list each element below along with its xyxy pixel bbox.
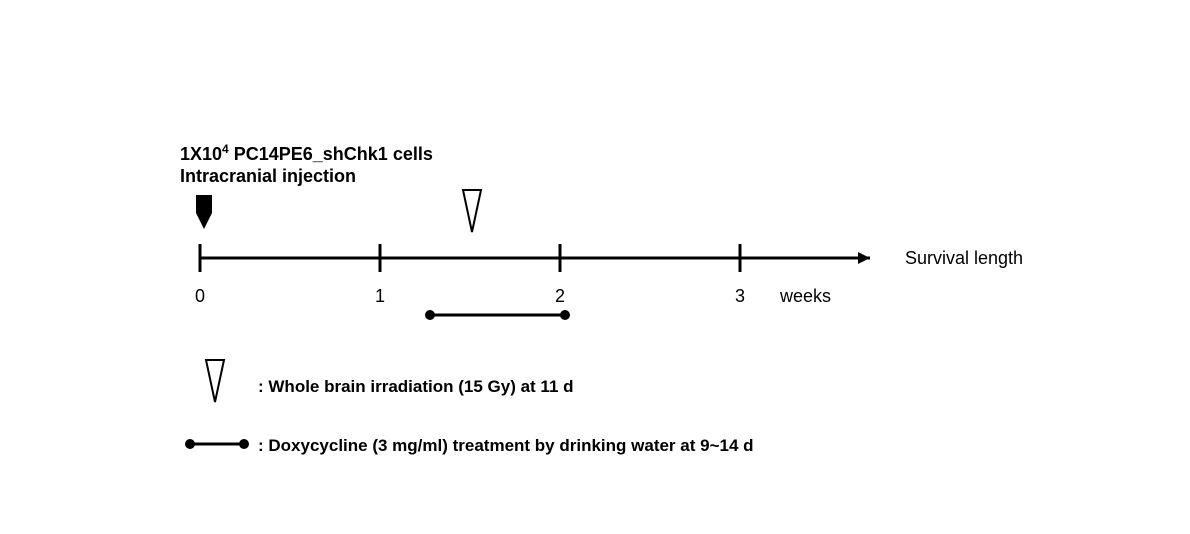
tick-label-0: 0 [195,286,205,307]
tick-label-2: 2 [555,286,565,307]
tick-label-1: 1 [375,286,385,307]
legend-irradiation-text: : Whole brain irradiation (15 Gy) at 11 … [258,377,574,397]
legend-doxy-dot-left [185,439,195,449]
legend-doxy-text: : Doxycycline (3 mg/ml) treatment by dri… [258,436,754,456]
doxy-bar-dot-right [560,310,570,320]
diagram-container: 1X104 PC14PE6_shChk1 cells Intracranial … [0,0,1190,534]
injection-marker-icon [196,195,212,229]
irradiation-marker-icon [463,190,481,232]
legend-irradiation-icon [206,360,224,402]
timeline-arrowhead [858,252,870,264]
tick-label-3: 3 [735,286,745,307]
units-label: weeks [780,286,831,307]
axis-end-label: Survival length [905,248,1023,269]
doxy-bar-dot-left [425,310,435,320]
legend-doxy-dot-right [239,439,249,449]
